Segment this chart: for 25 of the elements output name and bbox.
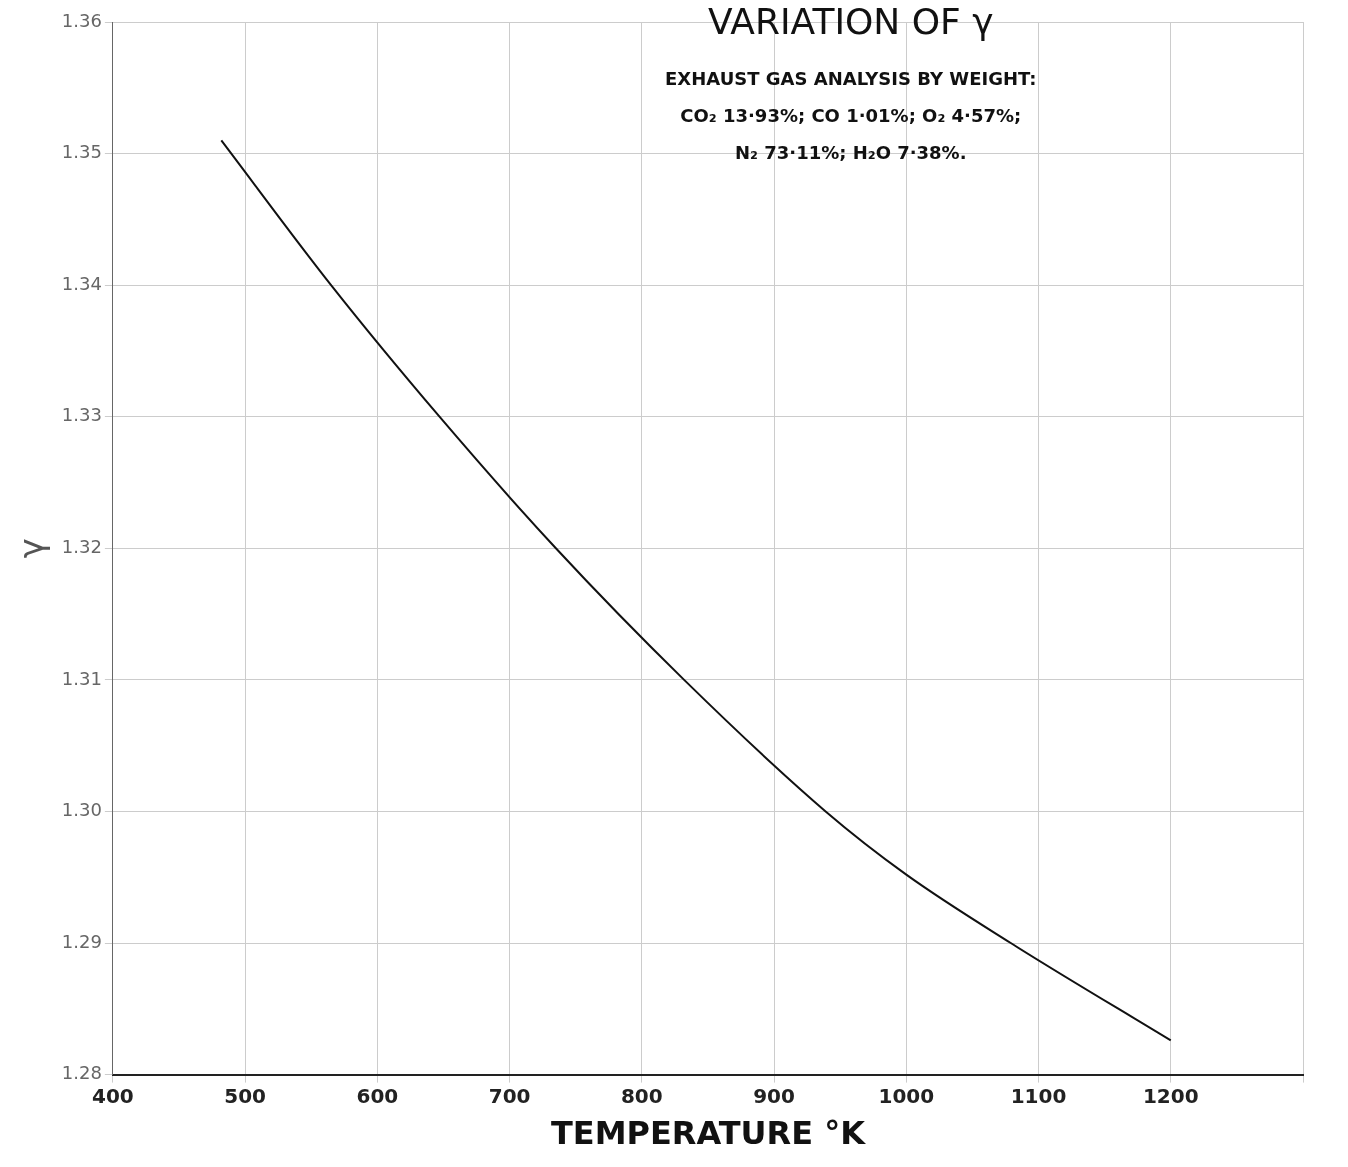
y-tick-label: 1.34 (61, 272, 102, 294)
x-tick-label: 1100 (1010, 1083, 1067, 1108)
y-tick-label: 1.36 (61, 9, 102, 31)
y-axis-title: γ (11, 538, 52, 559)
x-tick-label: 1200 (1142, 1083, 1199, 1108)
x-tick-label: 700 (488, 1083, 531, 1108)
y-tick-label: 1.33 (61, 404, 102, 426)
x-tick-label: 1000 (878, 1083, 935, 1108)
y-tick-label: 1.32 (61, 535, 102, 557)
x-tick-label: 500 (224, 1083, 266, 1108)
x-tick-label: 800 (620, 1083, 663, 1108)
y-tick-label: 1.28 (61, 1062, 102, 1084)
x-tick-label: 400 (92, 1083, 134, 1108)
y-tick-label: 1.31 (61, 667, 102, 689)
chart-title: VARIATION OF γ (707, 1, 994, 42)
annotation: EXHAUST GAS ANALYSIS BY WEIGHT: (665, 68, 1037, 89)
y-tick-label: 1.35 (61, 141, 102, 163)
y-tick-label: 1.29 (61, 930, 102, 952)
x-tick-label: 900 (753, 1083, 795, 1108)
annotation: N₂ 73·11%; H₂O 7·38%. (735, 142, 967, 163)
annotation: CO₂ 13·93%; CO 1·01%; O₂ 4·57%; (680, 105, 1022, 126)
y-tick-label: 1.30 (61, 799, 102, 821)
x-axis-title: TEMPERATURE °K (550, 1114, 867, 1153)
line-series (220, 139, 1172, 1042)
x-tick-label: 600 (356, 1083, 399, 1108)
